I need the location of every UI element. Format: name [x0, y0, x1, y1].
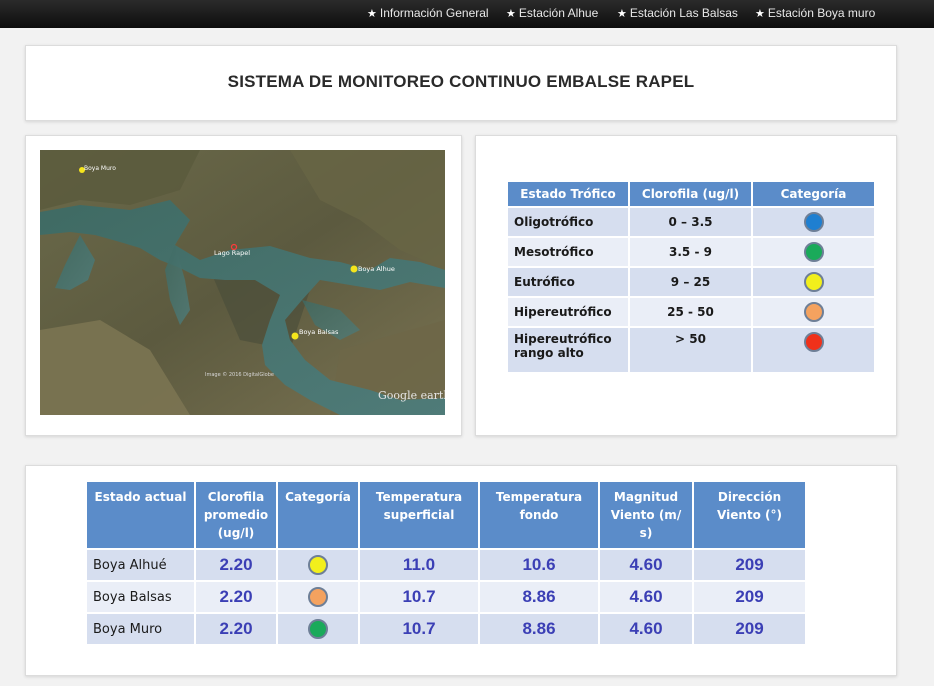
nav-link-label: Estación Alhue — [518, 6, 599, 20]
satellite-image: Boya Muro Lago Rapel Boya Alhue Boya Bal… — [40, 150, 445, 415]
nav-link-estacion-boya-muro[interactable]: ★ Estación Boya muro — [755, 6, 875, 20]
wind-direction-value: 209 — [694, 582, 805, 612]
category-color-dot — [308, 619, 328, 640]
column-header: Categoría — [278, 482, 358, 548]
bottom-temperature-value: 8.86 — [480, 614, 598, 644]
svg-text:Lago Rapel: Lago Rapel — [214, 249, 250, 257]
trophic-legend-panel: Estado Trófico Clorofila (ug/l) Categorí… — [475, 135, 897, 436]
table-row: Hipereutrófico rango alto > 50 — [508, 328, 874, 372]
star-icon: ★ — [755, 8, 765, 20]
surface-temperature-value: 11.0 — [360, 550, 478, 580]
chlorophyll-range: 25 - 50 — [630, 298, 751, 326]
map-panel: Boya Muro Lago Rapel Boya Alhue Boya Bal… — [25, 135, 462, 436]
svg-text:Boya Balsas: Boya Balsas — [299, 328, 339, 336]
table-row: Boya Alhué 2.20 11.0 10.6 4.60 209 — [87, 550, 805, 580]
column-header: Clorofila promedio (ug/l) — [196, 482, 276, 548]
table-row: Eutrófico 9 – 25 — [508, 268, 874, 296]
column-header: Dirección Viento (°) — [694, 482, 805, 548]
current-status-table: Estado actual Clorofila promedio (ug/l) … — [85, 480, 807, 646]
chlorophyll-value: 2.20 — [196, 550, 276, 580]
chlorophyll-value: 2.20 — [196, 582, 276, 612]
surface-temperature-value: 10.7 — [360, 582, 478, 612]
category-cell — [753, 238, 874, 266]
column-header: Magnitud Viento (m/ s) — [600, 482, 692, 548]
category-cell — [753, 208, 874, 236]
bottom-temperature-value: 8.86 — [480, 582, 598, 612]
wind-direction-value: 209 — [694, 614, 805, 644]
category-color-dot — [803, 242, 824, 262]
category-color-dot — [803, 302, 824, 322]
imagery-credit: Image © 2016 DigitalGlobe — [205, 371, 274, 378]
chlorophyll-range: 9 – 25 — [630, 268, 751, 296]
column-header: Clorofila (ug/l) — [630, 182, 751, 206]
table-row: Hipereutrófico 25 - 50 — [508, 298, 874, 326]
category-color-dot — [803, 212, 824, 232]
reservoir-satellite-map[interactable]: Boya Muro Lago Rapel Boya Alhue Boya Bal… — [40, 150, 445, 415]
surface-temperature-value: 10.7 — [360, 614, 478, 644]
nav-link-label: Estación Boya muro — [767, 6, 876, 20]
category-cell — [278, 582, 358, 612]
column-header: Temperatura superficial — [360, 482, 478, 548]
station-name: Boya Balsas — [87, 582, 194, 612]
svg-text:Boya Muro: Boya Muro — [84, 165, 116, 172]
nav-link-estacion-las-balsas[interactable]: ★ Estación Las Balsas — [617, 6, 738, 20]
nav-link-label: Información General — [379, 6, 489, 20]
table-row: Boya Muro 2.20 10.7 8.86 4.60 209 — [87, 614, 805, 644]
top-navigation-bar: ★ Información General ★ Estación Alhue ★ Es… — [0, 0, 934, 28]
marker-lago-rapel: Lago Rapel — [214, 243, 250, 257]
table-row: Boya Balsas 2.20 10.7 8.86 4.60 209 — [87, 582, 805, 612]
table-row: Oligotrófico 0 – 3.5 — [508, 208, 874, 236]
column-header: Estado Trófico — [508, 182, 628, 206]
svg-text:Boya Alhue: Boya Alhue — [358, 265, 395, 273]
category-color-dot — [308, 587, 328, 608]
wind-direction-value: 209 — [694, 550, 805, 580]
wind-speed-value: 4.60 — [600, 582, 692, 612]
trophic-state-label: Hipereutrófico — [508, 298, 628, 326]
station-name: Boya Muro — [87, 614, 194, 644]
trophic-state-label: Hipereutrófico rango alto — [508, 328, 628, 372]
trophic-state-label: Mesotrófico — [508, 238, 628, 266]
table-row: Mesotrófico 3.5 - 9 — [508, 238, 874, 266]
category-color-dot — [803, 272, 824, 292]
marker-boya-muro: Boya Muro — [79, 165, 116, 173]
category-cell — [753, 298, 874, 326]
trophic-state-label: Eutrófico — [508, 268, 628, 296]
google-earth-logo: Google earth — [378, 389, 445, 402]
title-panel: SISTEMA DE MONITOREO CONTINUO EMBALSE RA… — [25, 45, 897, 121]
wind-speed-value: 4.60 — [600, 550, 692, 580]
bottom-temperature-value: 10.6 — [480, 550, 598, 580]
wind-speed-value: 4.60 — [600, 614, 692, 644]
marker-boya-alhue: Boya Alhue — [350, 265, 395, 273]
chlorophyll-range: 3.5 - 9 — [630, 238, 751, 266]
category-cell — [278, 550, 358, 580]
nav-link-informacion-general[interactable]: ★ Información General — [367, 6, 489, 20]
category-color-dot — [308, 555, 328, 576]
column-header: Categoría — [753, 182, 874, 206]
column-header: Temperatura fondo — [480, 482, 598, 548]
trophic-state-table: Estado Trófico Clorofila (ug/l) Categorí… — [506, 180, 876, 374]
nav-link-label: Estación Las Balsas — [629, 6, 738, 20]
chlorophyll-range: 0 – 3.5 — [630, 208, 751, 236]
station-name: Boya Alhué — [87, 550, 194, 580]
chlorophyll-value: 2.20 — [196, 614, 276, 644]
page-title: SISTEMA DE MONITOREO CONTINUO EMBALSE RA… — [227, 72, 695, 91]
current-status-panel: Estado actual Clorofila promedio (ug/l) … — [25, 465, 897, 676]
column-header: Estado actual — [87, 482, 194, 548]
category-cell — [278, 614, 358, 644]
marker-boya-balsas: Boya Balsas — [291, 328, 339, 340]
star-icon: ★ — [617, 8, 627, 20]
category-cell — [753, 268, 874, 296]
star-icon: ★ — [367, 8, 377, 20]
category-cell — [753, 328, 874, 372]
chlorophyll-range: > 50 — [630, 328, 751, 372]
star-icon: ★ — [506, 8, 516, 20]
trophic-state-label: Oligotrófico — [508, 208, 628, 236]
nav-link-estacion-alhue[interactable]: ★ Estación Alhue — [506, 6, 598, 20]
category-color-dot — [803, 332, 824, 352]
